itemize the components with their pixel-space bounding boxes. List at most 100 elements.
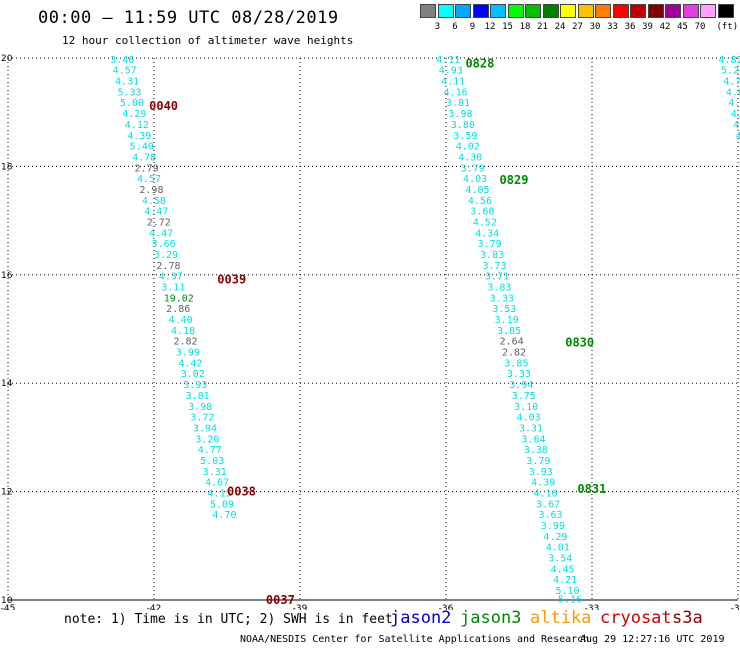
wave-height-value: 4.11 <box>441 77 465 88</box>
wave-height-value: 3.68 <box>470 207 494 218</box>
wave-height-value: 3.83 <box>487 283 511 294</box>
wave-height-value: 3.54 <box>548 554 572 565</box>
legend-label: 45 <box>677 22 688 32</box>
legend-label: 36 <box>624 22 636 32</box>
legend-swatch <box>507 4 524 18</box>
x-tick-label: -36 <box>439 604 454 610</box>
legend-label: 30 <box>589 22 601 32</box>
chart-title: 00:00 — 11:59 UTC 08/28/2019 <box>38 8 339 28</box>
wave-height-value: 3.85 <box>504 358 528 369</box>
wave-height-value: 4.34 <box>475 228 499 239</box>
pass-time-label: 0038 <box>227 485 256 499</box>
pass-time-label: 0039 <box>217 273 246 287</box>
wave-height-value: 3.10 <box>514 402 538 413</box>
legend-swatch <box>682 4 699 18</box>
wave-height-value: 3.79 <box>461 163 485 174</box>
wave-height-value: 4.02 <box>456 142 480 153</box>
wave-height-value: 4.7 <box>731 109 740 120</box>
wave-height-value: 2.78 <box>156 261 180 272</box>
wave-height-value: 3.33 <box>507 369 531 380</box>
wave-height-value: 3.94 <box>509 380 533 391</box>
wave-height-value: 3.64 <box>521 434 545 445</box>
legend-swatch <box>647 4 664 18</box>
wave-height-value: 3.31 <box>519 423 543 434</box>
legend-label: 27 <box>572 22 583 32</box>
wave-height-value: 4.57 <box>113 66 137 77</box>
wave-height-value: 4.42 <box>178 358 202 369</box>
wave-height-value: 3.11 <box>161 283 185 294</box>
satellite-label-altika: altika <box>530 608 592 628</box>
legend-label: (ft) <box>716 22 739 32</box>
wave-height-value: 3.99 <box>176 348 200 359</box>
wave-height-value: 3.33 <box>490 293 514 304</box>
wave-height-value: 2.72 <box>147 217 171 228</box>
y-tick-label: 20 <box>1 54 13 64</box>
wave-height-value: 3.73 <box>483 261 507 272</box>
satellite-label-cryosat: cryosat <box>600 608 672 628</box>
legend-swatch <box>525 4 541 18</box>
pass-time-label: 0829 <box>500 173 529 187</box>
wave-height-value: 4.56 <box>468 196 492 207</box>
wave-height-value: 4. <box>733 120 740 131</box>
legend-label: 21 <box>537 22 548 32</box>
legend-label: 42 <box>659 22 671 32</box>
legend-label: 9 <box>469 22 476 32</box>
legend-swatch <box>630 4 646 18</box>
wave-height-value: 4.70 <box>212 510 236 521</box>
wave-height-value: 3.75 <box>512 391 536 402</box>
legend-label: 6 <box>452 22 458 32</box>
wave-height-value: 4.58 <box>142 196 166 207</box>
wave-height-value: 4.72 <box>723 77 740 88</box>
wave-height-value: 4.45 <box>551 564 575 575</box>
wave-height-value: 2.86 <box>166 304 190 315</box>
wave-height-value: 3.98 <box>188 402 212 413</box>
legend-swatch <box>717 4 734 18</box>
footer-timestamp: Aug 29 12:27:16 UTC 2019 <box>580 634 725 645</box>
wave-height-value: 4.30 <box>458 152 482 163</box>
legend-label: 3 <box>434 22 441 32</box>
wave-height-value: 4.52 <box>473 217 497 228</box>
x-tick-label: -33 <box>585 604 600 610</box>
footer-credit: NOAA/NESDIS Center for Satellite Applica… <box>240 634 590 645</box>
y-tick-label: 10 <box>1 596 13 606</box>
pass-time-label: 0040 <box>149 99 178 113</box>
wave-height-value: 4.12 <box>125 120 149 131</box>
wave-height-value: 2.64 <box>500 337 524 348</box>
wave-height-value: 4.03 <box>517 413 541 424</box>
wave-height-value: 4.18 <box>171 326 195 337</box>
legend-swatch <box>472 4 489 18</box>
wave-height-value: 3.79 <box>478 239 502 250</box>
wave-height-value: 4.67 <box>205 478 229 489</box>
wave-height-value: 5.16 <box>558 595 582 606</box>
legend-swatch <box>542 4 559 18</box>
wave-height-value: 3.02 <box>181 369 205 380</box>
satellite-label-jason2: jason2 <box>390 608 452 628</box>
legend-swatch <box>665 4 681 18</box>
wave-height-value: 4.82 <box>719 55 740 66</box>
wave-height-value: 3.94 <box>193 423 217 434</box>
wave-height-value: 4.39 <box>127 131 151 142</box>
wave-height-value: 3.63 <box>538 510 562 521</box>
x-tick-label: -39 <box>293 604 308 610</box>
wave-height-value: 4.39 <box>531 478 555 489</box>
wave-height-value: 3.99 <box>541 521 565 532</box>
wave-height-value: 3.71 <box>485 272 509 283</box>
wave-height-value: 3.20 <box>195 434 219 445</box>
legend-label: 70 <box>694 22 706 32</box>
pass-time-label: 0828 <box>465 56 494 70</box>
wave-height-value: 3.66 <box>152 239 176 250</box>
wave-height-value: 5.03 <box>200 456 224 467</box>
wave-height-value: 4.93 <box>439 66 463 77</box>
wave-height-value: 3.98 <box>448 109 472 120</box>
y-tick-label: 12 <box>1 488 12 498</box>
wave-height-value: 3.53 <box>492 304 516 315</box>
pass-time-label: 0830 <box>565 336 594 350</box>
wave-height-value: 4.37 <box>159 272 183 283</box>
wave-height-value: 4.77 <box>198 445 222 456</box>
wave-height-value: 4.62 <box>726 87 740 98</box>
x-tick-label: -45 <box>1 604 16 610</box>
legend-swatch <box>595 4 611 18</box>
satellite-label-s3a: s3a <box>672 608 703 628</box>
wave-height-value: 4.57 <box>137 174 161 185</box>
wave-height-value: 3.80 <box>451 120 475 131</box>
